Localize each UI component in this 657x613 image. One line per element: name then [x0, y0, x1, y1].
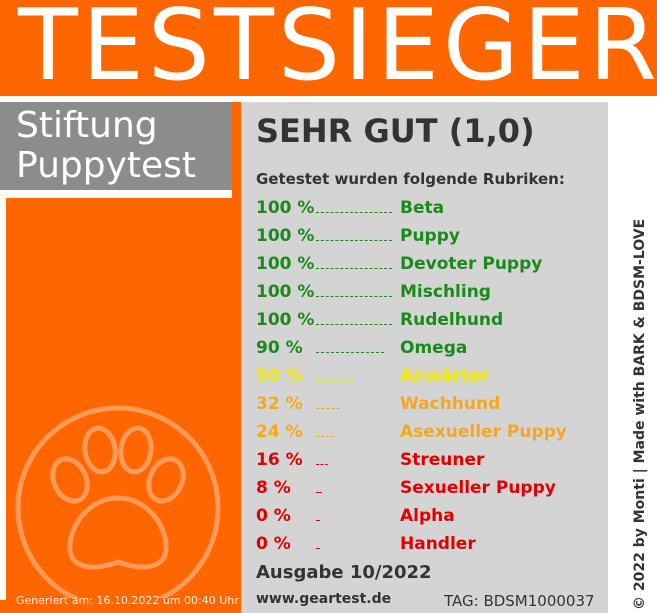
rubric-level-bar: [316, 436, 334, 437]
header-banner: TESTSIEGER: [0, 0, 657, 102]
rubric-row: 100 % Rudelhund: [256, 310, 596, 338]
brand-box: [0, 102, 232, 190]
brand-line-1: Stiftung: [16, 105, 158, 146]
rubric-level-bar: [316, 408, 340, 409]
rubric-percent: 100 %: [256, 254, 315, 274]
rubric-percent: 90 %: [256, 338, 303, 358]
rubric-row: 100 % Devoter Puppy: [256, 254, 596, 282]
rubric-name: Beta: [400, 198, 445, 218]
rubric-row: 100 % Puppy: [256, 226, 596, 254]
banner-title: TESTSIEGER: [18, 0, 657, 103]
rubric-row: 32 % Wachhund: [256, 394, 596, 422]
paw-print-icon: [15, 405, 221, 598]
rubric-percent: 100 %: [256, 226, 315, 246]
rubric-row: 100 % Beta: [256, 198, 596, 226]
copyright-notice: © 2022 by Monti | Made with BARK & BDSM-…: [632, 218, 648, 610]
rubric-row: 100 % Mischling: [256, 282, 596, 310]
rubric-name: Sexueller Puppy: [400, 478, 556, 498]
rubric-level-bar: [316, 492, 322, 493]
divider: [0, 190, 6, 600]
rubric-level-bar: [316, 380, 354, 381]
rubric-percent: 0 %: [256, 534, 291, 554]
rubric-percent: 8 %: [256, 478, 291, 498]
tag-id: TAG: BDSM1000037: [444, 592, 595, 610]
generated-timestamp: Generiert am: 16.10.2022 um 00:40 Uhr: [16, 594, 239, 607]
rubric-level-bar: [316, 296, 392, 297]
rubric-row: 16 % Streuner: [256, 450, 596, 478]
rubric-level-bar: [316, 268, 392, 269]
rubric-percent: 50 %: [256, 366, 303, 386]
rubric-name: Handler: [400, 534, 476, 554]
side-strip: [608, 102, 657, 613]
divider: [0, 96, 657, 102]
rubric-row: 24 % Asexueller Puppy: [256, 422, 596, 450]
rubric-level-bar: [316, 324, 392, 325]
rubric-percent: 100 %: [256, 310, 315, 330]
rubric-level-bar: [316, 212, 392, 213]
rubric-percent: 100 %: [256, 282, 315, 302]
results-panel: [241, 102, 608, 613]
verdict-title: SEHR GUT (1,0): [256, 112, 535, 150]
rubric-name: Anwärter: [400, 366, 489, 386]
rubric-name: Wachhund: [400, 394, 501, 414]
rubric-name: Devoter Puppy: [400, 254, 543, 274]
rubric-name: Streuner: [400, 450, 485, 470]
rubric-row: 0 % Handler: [256, 534, 596, 562]
rubric-percent: 0 %: [256, 506, 291, 526]
rubric-row: 90 % Omega: [256, 338, 596, 366]
rubric-level-bar: [316, 520, 320, 521]
rubric-percent: 32 %: [256, 394, 303, 414]
rubric-level-bar: [316, 352, 384, 353]
brand-line-2: Puppytest: [16, 145, 197, 186]
rubric-name: Mischling: [400, 282, 491, 302]
website-link[interactable]: www.geartest.de: [256, 591, 392, 607]
rubric-row: 0 % Alpha: [256, 506, 596, 534]
rubric-level-bar: [316, 548, 320, 549]
rubrics-intro: Getestet wurden folgende Rubriken:: [256, 170, 565, 188]
rubric-percent: 24 %: [256, 422, 303, 442]
rubric-name: Puppy: [400, 226, 460, 246]
rubric-level-bar: [316, 240, 392, 241]
rubric-name: Rudelhund: [400, 310, 504, 330]
rubric-name: Omega: [400, 338, 468, 358]
rubric-percent: 100 %: [256, 198, 315, 218]
divider: [0, 190, 232, 198]
rubric-name: Alpha: [400, 506, 455, 526]
rubric-row: 8 % Sexueller Puppy: [256, 478, 596, 506]
rubric-row: 50 % Anwärter: [256, 366, 596, 394]
rubric-level-bar: [316, 464, 328, 465]
issue-label: Ausgabe 10/2022: [256, 562, 432, 583]
rubric-name: Asexueller Puppy: [400, 422, 567, 442]
rubric-percent: 16 %: [256, 450, 303, 470]
